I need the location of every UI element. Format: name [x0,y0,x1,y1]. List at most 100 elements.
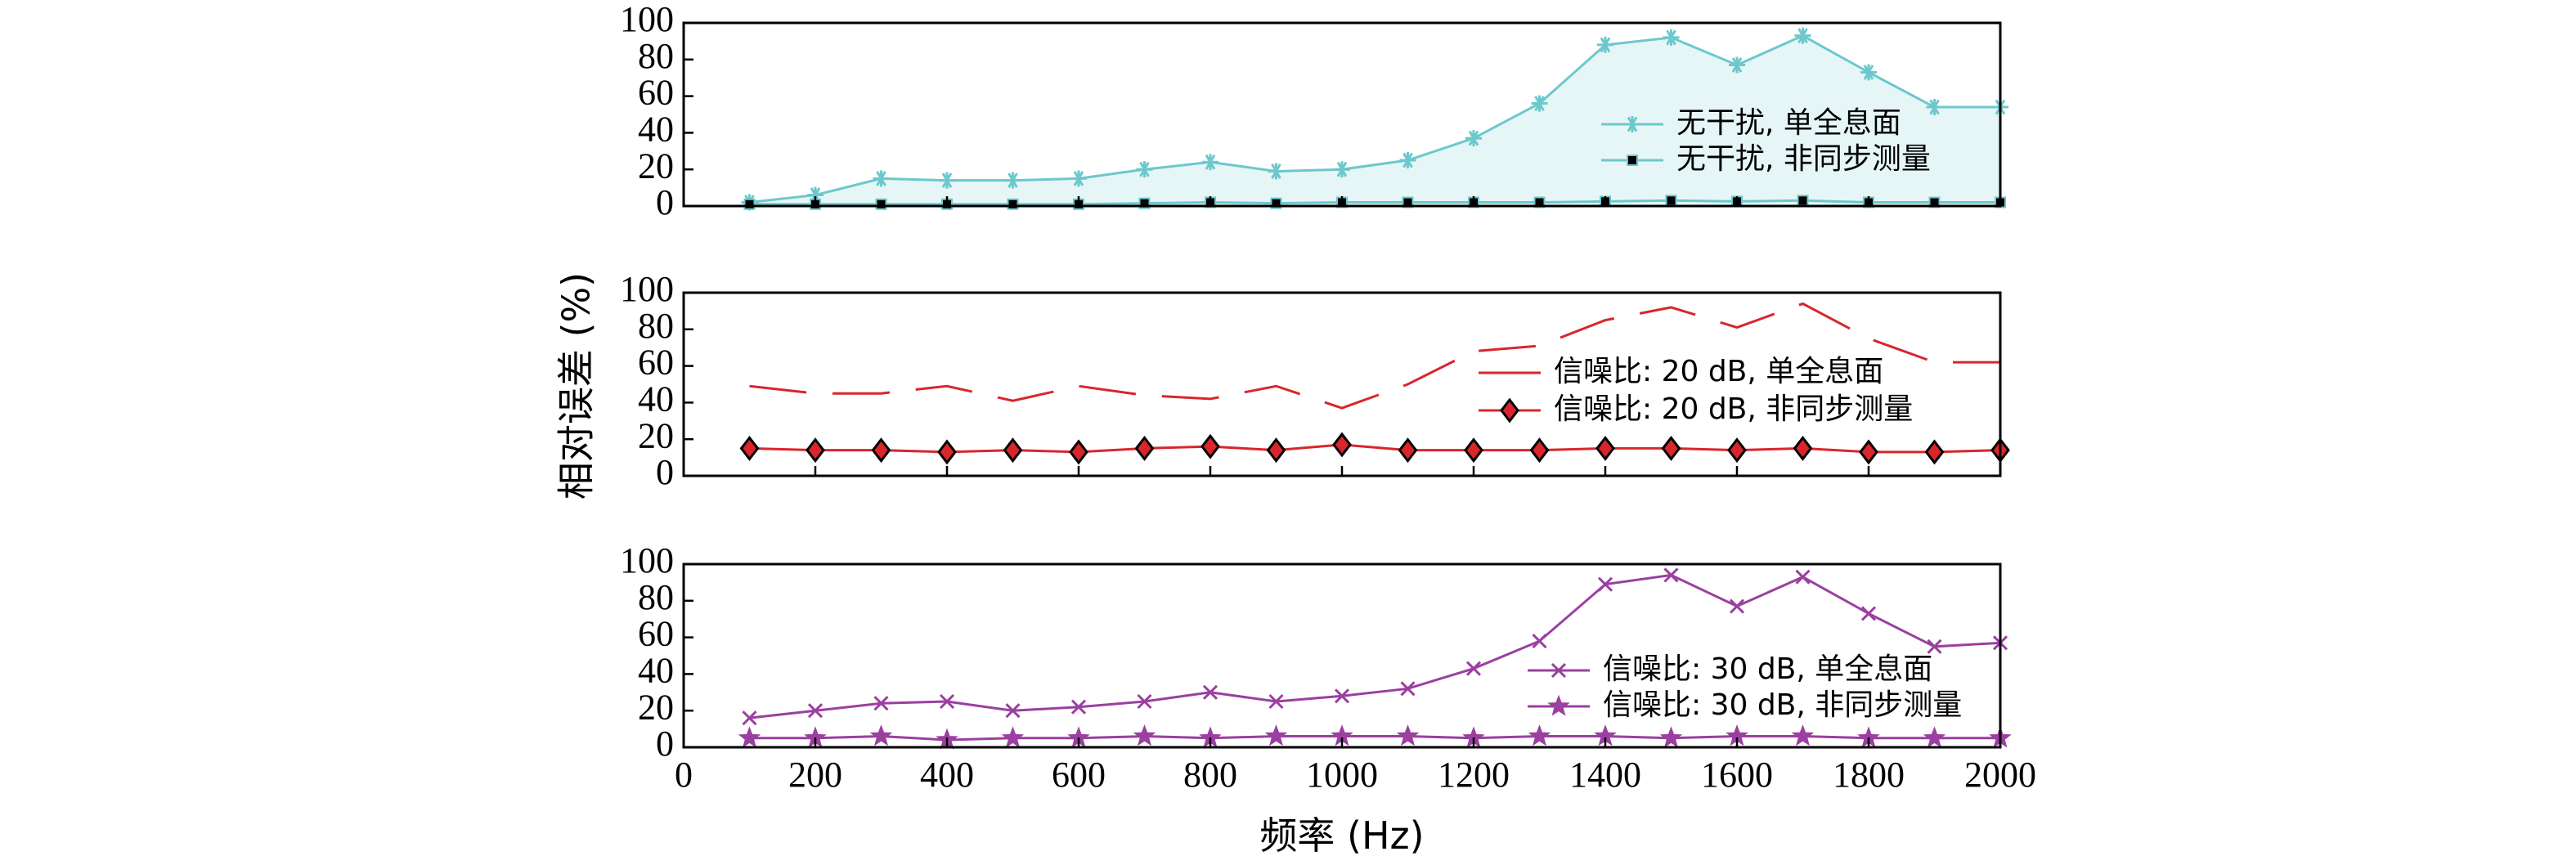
data-point-middle-1-9 [1332,432,1352,458]
data-point-bottom-0-11 [1465,661,1482,676]
legend-label-middle-0: 信噪比: 20 dB, 单全息面 [1554,355,1883,388]
data-point-bottom-0-4 [1005,703,1021,719]
data-point-bottom-0-17 [1860,606,1877,621]
data-point-middle-1-1 [806,437,825,464]
data-point-middle-1-13 [1595,435,1615,461]
legend-label-bottom-1: 信噪比: 30 dB, 非同步测量 [1603,688,1962,722]
data-point-top-0-14 [1663,29,1680,46]
data-point-bottom-0-10 [1400,681,1416,697]
data-point-bottom-1-6 [1133,724,1156,746]
data-point-top-0-3 [939,172,955,189]
y-tick-label-bottom-4: 80 [638,577,674,617]
data-point-top-0-7 [1202,154,1218,171]
x-tick-label-10: 2000 [1964,755,2036,795]
y-tick-label-top-0: 0 [656,182,674,222]
data-point-middle-1-11 [1464,437,1483,464]
data-point-top-1-0 [743,198,756,210]
data-point-bottom-0-15 [1729,598,1745,614]
data-point-bottom-0-7 [1202,684,1218,700]
data-point-middle-1-2 [871,437,891,464]
y-tick-label-bottom-3: 60 [638,614,674,654]
data-point-middle-1-10 [1398,437,1418,464]
data-point-top-0-17 [1860,64,1877,81]
data-point-top-1-4 [1007,198,1019,210]
data-point-middle-1-12 [1529,437,1550,464]
y-tick-label-middle-0: 0 [656,452,674,492]
series-line-middle-0 [749,302,2000,410]
x-tick-label-1: 200 [788,755,842,795]
legend-label-top-0: 无干扰, 单全息面 [1676,106,1901,140]
legend-marker-middle-1 [1500,397,1519,424]
y-tick-label-top-1: 20 [638,146,674,186]
data-point-bottom-0-2 [873,696,889,711]
x-tick-label-2: 400 [920,755,974,795]
y-tick-label-middle-4: 80 [638,306,674,346]
data-point-bottom-1-12 [1528,724,1551,746]
data-point-bottom-1-10 [1396,724,1420,746]
data-point-bottom-0-0 [742,710,757,726]
data-point-middle-1-6 [1134,435,1155,461]
data-point-top-0-16 [1794,27,1811,44]
legend-label-top-1: 无干扰, 非同步测量 [1676,142,1931,176]
y-tick-label-top-4: 80 [638,36,674,76]
series-line-middle-1 [749,443,2001,454]
data-point-bottom-0-3 [939,693,955,710]
y-axis-label: 相对误差 (%) [554,272,599,500]
x-tick-label-7: 1400 [1569,755,1641,795]
y-tick-label-middle-5: 100 [620,269,674,309]
data-point-bottom-1-8 [1264,724,1288,746]
legend-label-middle-1: 信噪比: 20 dB, 非同步测量 [1554,392,1913,426]
data-point-middle-1-0 [739,435,760,461]
legend-marker-bottom-1 [1547,694,1570,716]
data-point-middle-1-7 [1200,433,1220,459]
y-tick-label-top-3: 60 [638,73,674,113]
data-point-bottom-1-14 [1659,726,1683,748]
data-point-middle-1-14 [1661,435,1681,461]
data-point-top-0-10 [1399,152,1416,168]
data-point-top-0-6 [1136,161,1153,178]
data-point-bottom-0-18 [1927,639,1942,654]
data-point-middle-1-4 [1003,437,1023,464]
y-tick-label-bottom-2: 40 [638,650,674,690]
x-tick-label-4: 800 [1183,755,1237,795]
series-area-top-0 [749,35,2000,207]
y-tick-label-top-5: 100 [620,0,674,39]
data-point-middle-1-16 [1793,435,1813,461]
x-tick-label-6: 1200 [1438,755,1510,795]
series-line-bottom-0 [749,573,2001,719]
data-point-top-1-14 [1665,195,1677,207]
data-point-bottom-1-18 [1923,726,1946,748]
data-point-bottom-0-13 [1597,576,1613,592]
series-line-bottom-1 [749,735,2000,742]
x-tick-label-0: 0 [675,755,693,795]
legend-label-bottom-0: 信噪比: 30 dB, 单全息面 [1603,652,1932,686]
data-point-bottom-0-5 [1070,699,1087,715]
x-tick-label-9: 1800 [1833,755,1905,795]
data-point-bottom-0-9 [1334,688,1350,704]
data-point-top-0-9 [1334,161,1350,178]
series-line-top-0 [749,34,2000,204]
data-point-middle-1-8 [1266,437,1286,464]
data-point-bottom-1-4 [1001,726,1025,748]
data-point-middle-1-18 [1924,439,1945,465]
data-point-middle-1-3 [937,439,957,465]
data-point-top-0-8 [1268,163,1285,180]
data-point-bottom-1-2 [869,724,893,746]
data-point-bottom-1-0 [738,726,761,748]
y-tick-label-bottom-0: 0 [656,724,674,764]
x-tick-label-8: 1600 [1701,755,1773,795]
data-point-top-1-16 [1797,195,1809,207]
y-tick-label-bottom-5: 100 [620,540,674,580]
data-point-top-0-12 [1531,95,1548,112]
legend-marker-top-0 [1624,116,1640,132]
data-point-top-0-4 [1004,172,1021,189]
data-point-middle-1-15 [1727,437,1747,464]
data-point-top-0-13 [1597,36,1613,53]
